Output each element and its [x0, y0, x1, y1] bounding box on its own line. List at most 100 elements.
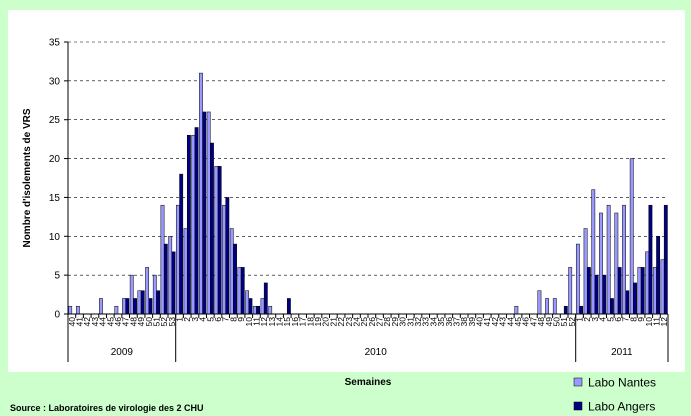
bar [645, 251, 650, 315]
bar [248, 298, 253, 315]
x-tick-label: 12 [259, 317, 269, 327]
x-tick-label: 7 [621, 317, 631, 322]
bar [171, 251, 176, 315]
x-tick-label: 49 [136, 317, 146, 327]
bar [263, 282, 268, 315]
x-tick-label: 24 [351, 317, 361, 327]
x-tick-label: 29 [390, 317, 400, 327]
x-tick-label: 31 [405, 317, 415, 327]
x-tick-label: 17 [298, 317, 308, 327]
bar [633, 282, 637, 315]
bar [648, 204, 653, 315]
bar [68, 305, 73, 315]
legend-swatch [573, 377, 583, 387]
bar [545, 298, 550, 315]
x-tick-label: 41 [75, 317, 85, 327]
y-axis-label: Nombre d'isolements de VRS [22, 108, 33, 247]
bar [256, 305, 261, 315]
x-tick-label: 30 [398, 317, 408, 327]
bar [614, 212, 619, 315]
group-label: 2009 [111, 347, 134, 358]
x-tick-label: 2 [182, 317, 192, 322]
x-tick-label: 15 [282, 317, 292, 327]
legend-label: Labo Angers [588, 400, 655, 414]
bar [586, 267, 591, 315]
bar [591, 189, 596, 315]
x-tick-label: 9 [236, 317, 246, 322]
x-tick-label: 44 [505, 317, 515, 327]
x-tick-label: 47 [528, 317, 538, 327]
x-tick-label: 51 [151, 317, 161, 327]
x-tick-label: 33 [421, 317, 431, 327]
bar [160, 204, 165, 315]
x-tick-label: 14 [275, 317, 285, 327]
x-tick-label: 8 [228, 317, 238, 322]
x-tick-label: 46 [113, 317, 123, 327]
bar [179, 173, 184, 315]
bar [568, 267, 573, 315]
x-tick-label: 50 [144, 317, 154, 327]
x-tick-label: 34 [428, 317, 438, 327]
x-tick-label: 9 [636, 317, 646, 322]
bar [125, 298, 130, 315]
x-tick-label: 53 [167, 317, 177, 327]
bar [214, 166, 219, 315]
x-tick-label: 25 [359, 317, 369, 327]
x-tick-label: 12 [659, 317, 669, 327]
bar [199, 72, 203, 315]
x-tick-label: 32 [413, 317, 423, 327]
bar [606, 204, 611, 315]
x-tick-label: 42 [82, 317, 92, 327]
x-tick-label: 39 [467, 317, 477, 327]
bar [583, 228, 588, 315]
x-tick-label: 48 [536, 317, 546, 327]
bar [579, 305, 584, 315]
x-tick-label: 50 [551, 317, 561, 327]
bar [163, 243, 168, 315]
y-tick-label: 35 [49, 38, 61, 49]
x-tick-label: 42 [490, 317, 500, 327]
y-tick-label: 20 [49, 154, 61, 165]
group-label: 2011 [611, 347, 633, 358]
bar [206, 111, 211, 315]
bar [99, 298, 103, 315]
x-tick-label: 46 [521, 317, 531, 327]
x-tick-label: 41 [482, 317, 492, 327]
x-tick-label: 5 [205, 317, 215, 322]
bar [137, 290, 142, 315]
bar [660, 259, 665, 315]
bar [602, 274, 607, 315]
x-tick-label: 3 [590, 317, 600, 322]
bar [191, 135, 196, 315]
legend-label: Labo Nantes [588, 376, 656, 390]
x-tick-label: 40 [67, 317, 77, 327]
bar [637, 267, 642, 315]
x-tick-label: 23 [344, 317, 354, 327]
x-tick-label: 3 [190, 317, 200, 322]
bar [145, 267, 150, 315]
x-tick-label: 48 [128, 317, 138, 327]
bar [168, 236, 173, 315]
x-tick-label: 40 [475, 317, 485, 327]
x-tick-label: 36 [444, 317, 454, 327]
x-tick-label: 27 [375, 317, 385, 327]
y-tick-label: 30 [49, 76, 61, 87]
bar [233, 243, 237, 315]
bar [237, 267, 242, 315]
x-tick-label: 37 [451, 317, 461, 327]
y-tick-label: 15 [49, 193, 61, 204]
y-tick-label: 0 [54, 310, 60, 321]
bar [156, 290, 161, 315]
x-tick-label: 4 [198, 317, 208, 322]
bar [186, 135, 191, 315]
bar [202, 111, 207, 315]
x-tick-label: 52 [567, 317, 577, 327]
bar [629, 158, 634, 315]
bar [222, 204, 226, 315]
bar [268, 305, 273, 315]
bar [225, 197, 230, 315]
bar [663, 204, 668, 315]
x-tick-label: 10 [244, 317, 254, 327]
x-tick-label: 11 [251, 317, 261, 326]
bar [594, 274, 599, 315]
